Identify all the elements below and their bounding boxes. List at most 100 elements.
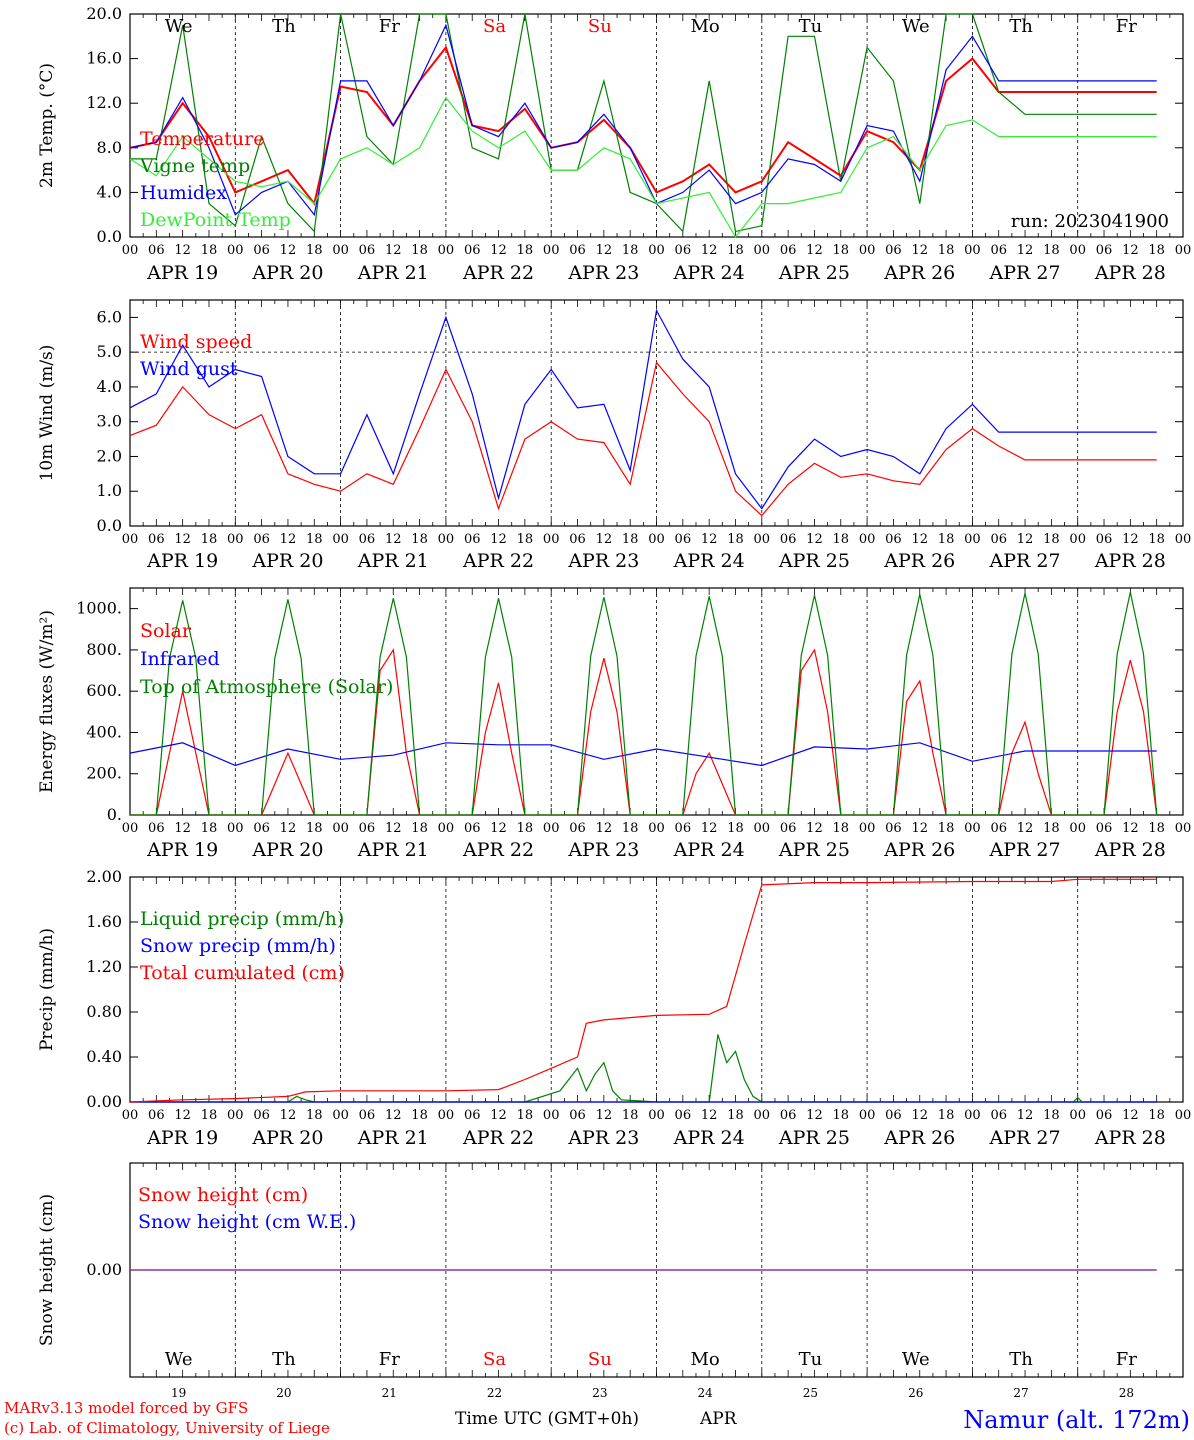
y-tick-label: 3.0 xyxy=(97,412,122,431)
y-tick-label: 0.00 xyxy=(86,1260,122,1279)
hour-label: 06 xyxy=(253,243,270,258)
hour-label: 12 xyxy=(1017,821,1034,836)
hour-label: 12 xyxy=(280,243,297,258)
hour-label: 18 xyxy=(727,243,744,258)
day-number-label: 19 xyxy=(171,1386,186,1400)
hour-label: 06 xyxy=(780,243,797,258)
day-name-label: Su xyxy=(588,1349,612,1370)
date-label: APR 22 xyxy=(462,262,534,284)
hour-label: 18 xyxy=(201,1108,218,1123)
day-name-label: Fr xyxy=(379,16,400,37)
hour-label: 00 xyxy=(1069,1108,1086,1123)
hour-label: 18 xyxy=(517,1108,534,1123)
hour-label: 06 xyxy=(359,821,376,836)
hour-label: 18 xyxy=(517,532,534,547)
hour-label: 00 xyxy=(1175,821,1192,836)
hour-label: 12 xyxy=(701,532,718,547)
hour-label: 12 xyxy=(911,243,928,258)
hour-label: 06 xyxy=(990,1108,1007,1123)
hour-label: 12 xyxy=(596,821,613,836)
day-number-label: 20 xyxy=(276,1386,291,1400)
series-line-3 xyxy=(129,878,1157,1103)
hour-label: 06 xyxy=(148,243,165,258)
legend-entry: Snow precip (mm/h) xyxy=(140,935,336,957)
day-number-label: 21 xyxy=(382,1386,397,1400)
day-name-label: We xyxy=(902,1349,930,1370)
date-label: APR 24 xyxy=(673,262,745,284)
hour-label: 18 xyxy=(1043,821,1060,836)
date-label: APR 19 xyxy=(146,839,218,861)
hour-label: 12 xyxy=(280,532,297,547)
hour-label: 18 xyxy=(727,821,744,836)
hour-label: 06 xyxy=(885,532,902,547)
series-line-2 xyxy=(129,742,1157,767)
hour-label: 06 xyxy=(885,243,902,258)
hour-label: 18 xyxy=(938,821,955,836)
date-label: APR 26 xyxy=(883,839,955,861)
hour-label: 00 xyxy=(543,1108,560,1123)
hour-label: 12 xyxy=(806,1108,823,1123)
hour-label: 12 xyxy=(1017,532,1034,547)
y-tick-label: 16.0 xyxy=(86,49,122,68)
hour-label: 00 xyxy=(438,821,455,836)
y-tick-label: 0.0 xyxy=(97,227,122,246)
hour-label: 00 xyxy=(1069,821,1086,836)
legend-entry: Humidex xyxy=(140,182,227,204)
hour-label: 00 xyxy=(648,532,665,547)
hour-label: 06 xyxy=(359,532,376,547)
hour-label: 12 xyxy=(911,821,928,836)
date-label: APR 27 xyxy=(989,1127,1061,1149)
hour-label: 18 xyxy=(306,532,323,547)
hour-label: 06 xyxy=(148,532,165,547)
panel-3: 0. 200. 400. 600. 800. 1000. Energy fluxes (W/… xyxy=(37,587,1192,861)
date-label: APR 27 xyxy=(989,262,1061,284)
hour-label: 12 xyxy=(701,821,718,836)
hour-label: 12 xyxy=(490,1108,507,1123)
hour-label: 18 xyxy=(833,532,850,547)
hour-label: 18 xyxy=(622,1108,639,1123)
date-label: APR 23 xyxy=(567,550,639,572)
hour-label: 12 xyxy=(1017,243,1034,258)
hour-label: 06 xyxy=(675,821,692,836)
hour-label: 06 xyxy=(464,1108,481,1123)
panel-4: 0.00 0.40 0.80 1.20 1.60 2.00 Precip (mm/h) Liq… xyxy=(37,867,1191,1149)
date-label: APR 26 xyxy=(883,550,955,572)
legend-entry: Solar xyxy=(140,620,192,642)
day-name-label: Mo xyxy=(691,16,720,37)
date-label: APR 20 xyxy=(251,839,323,861)
y-tick-label: 200. xyxy=(86,764,122,783)
hour-label: 06 xyxy=(148,1108,165,1123)
date-label: APR 19 xyxy=(146,1127,218,1149)
hour-label: 00 xyxy=(648,821,665,836)
date-label: APR 19 xyxy=(146,262,218,284)
hour-label: 00 xyxy=(543,532,560,547)
hour-label: 06 xyxy=(569,1108,586,1123)
y-tick-label: 1.0 xyxy=(97,481,122,500)
hour-label: 12 xyxy=(490,243,507,258)
date-label: APR 24 xyxy=(673,550,745,572)
y-axis-title: Snow height (cm) xyxy=(37,1194,57,1346)
y-tick-label: 4.0 xyxy=(97,377,122,396)
date-label: APR 26 xyxy=(883,1127,955,1149)
hour-label: 18 xyxy=(1148,243,1165,258)
day-name-label: Sa xyxy=(483,1349,506,1370)
hour-label: 00 xyxy=(227,821,244,836)
panel-5: 0.00 Snow height (cm) Snow height (cm) Snow… xyxy=(37,1162,1184,1400)
hour-label: 00 xyxy=(648,243,665,258)
date-label: APR 21 xyxy=(357,262,429,284)
y-tick-label: 1.60 xyxy=(86,912,122,931)
hour-label: 18 xyxy=(938,1108,955,1123)
day-name-label: Th xyxy=(1009,1349,1033,1370)
day-name-label: We xyxy=(165,16,193,37)
hour-label: 12 xyxy=(701,243,718,258)
hour-label: 12 xyxy=(490,532,507,547)
legend-entry: Total cumulated (cm) xyxy=(140,962,345,984)
day-name-label: Th xyxy=(272,1349,296,1370)
hour-label: 06 xyxy=(1096,532,1113,547)
date-label: APR 23 xyxy=(567,262,639,284)
date-label: APR 25 xyxy=(778,839,850,861)
hour-label: 18 xyxy=(411,1108,428,1123)
day-name-label: We xyxy=(902,16,930,37)
hour-label: 18 xyxy=(1043,243,1060,258)
